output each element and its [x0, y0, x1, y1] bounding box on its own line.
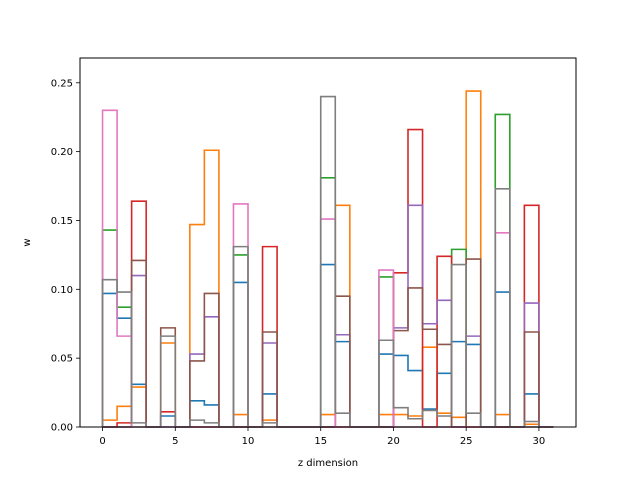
x-tick-label: 30	[533, 436, 546, 447]
step-series-1	[101, 90, 554, 428]
x-tick-label: 0	[99, 436, 105, 447]
x-tick-label: 20	[387, 436, 400, 447]
x-tick-label: 15	[314, 436, 327, 447]
step-series-2	[101, 113, 554, 428]
x-tick-label: 5	[172, 436, 178, 447]
step-series-7	[101, 95, 554, 428]
series-layer	[101, 90, 554, 428]
step-series-6	[101, 109, 554, 428]
y-tick-label: 0.20	[51, 147, 73, 158]
y-tick-label: 0.10	[51, 285, 73, 296]
y-tick-label: 0.05	[51, 354, 73, 365]
y-axis-label: w	[22, 238, 33, 246]
y-tick-label: 0.25	[51, 78, 73, 89]
x-tick-label: 10	[242, 436, 255, 447]
x-axis-label: z dimension	[298, 458, 358, 469]
step-series-0	[101, 263, 554, 428]
x-tick-label: 25	[460, 436, 473, 447]
y-tick-label: 0.00	[51, 423, 73, 434]
step-series-4	[102, 204, 554, 428]
x-axis-ticks: 0 5 10 15 20 25 30	[99, 427, 545, 447]
y-axis-ticks: 0.00 0.05 0.10 0.15 0.20 0.25	[51, 78, 80, 434]
step-series-3	[102, 128, 554, 428]
plot-frame	[79, 57, 577, 428]
y-tick-label: 0.15	[51, 216, 73, 227]
